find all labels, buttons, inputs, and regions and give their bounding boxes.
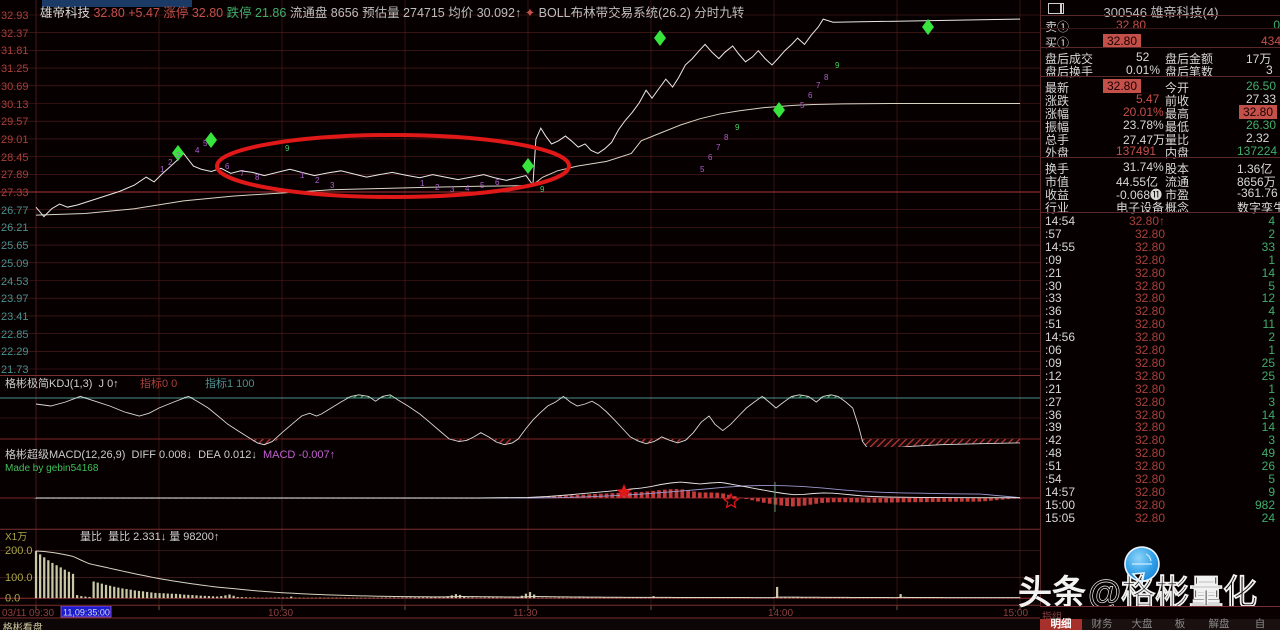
svg-text:9: 9 — [540, 185, 545, 194]
svg-text:6: 6 — [708, 153, 713, 162]
svg-text:3: 3 — [450, 185, 455, 194]
svg-text:8: 8 — [724, 133, 729, 142]
svg-text:9: 9 — [735, 123, 740, 132]
svg-text:4: 4 — [465, 184, 470, 193]
svg-text:8: 8 — [824, 73, 829, 82]
svg-text:5: 5 — [203, 139, 208, 148]
svg-text:2: 2 — [315, 176, 320, 185]
svg-text:3: 3 — [176, 151, 181, 160]
svg-text:Made by gebin54168: Made by gebin54168 — [5, 463, 99, 474]
svg-text:2: 2 — [435, 183, 440, 192]
svg-text:8: 8 — [255, 173, 260, 182]
svg-text:5: 5 — [800, 101, 805, 110]
svg-text:7: 7 — [240, 169, 245, 178]
svg-text:7: 7 — [716, 143, 721, 152]
svg-text:200.0: 200.0 — [5, 545, 33, 557]
svg-text:格彬极简KDJ(1,3) J 0↑: 格彬极简KDJ(1,3) J 0↑ — [5, 376, 119, 390]
svg-text:7: 7 — [816, 81, 821, 90]
svg-text:10:30: 10:30 — [268, 608, 293, 619]
svg-text:指标0 0: 指标0 0 — [140, 376, 177, 390]
svg-text:5: 5 — [700, 165, 705, 174]
svg-text:6: 6 — [495, 178, 500, 187]
svg-text:X1万: X1万 — [5, 532, 27, 543]
svg-text:11,09:35:00: 11,09:35:00 — [63, 608, 110, 618]
svg-text:100.0: 100.0 — [5, 572, 33, 584]
svg-text:1: 1 — [300, 171, 305, 180]
svg-text:3: 3 — [330, 181, 335, 190]
svg-text:0.0: 0.0 — [5, 593, 20, 605]
svg-text:指标1 100: 指标1 100 — [205, 376, 255, 390]
svg-text:14:00: 14:00 — [768, 608, 793, 619]
svg-text:5: 5 — [480, 181, 485, 190]
svg-text:9: 9 — [285, 144, 290, 153]
svg-text:格彬超级MACD(12,26,9) DIFF 0.008↓: 格彬超级MACD(12,26,9) DIFF 0.008↓ DEA 0.012↓… — [5, 447, 335, 461]
svg-text:4: 4 — [195, 146, 200, 155]
svg-text:6: 6 — [225, 162, 230, 171]
svg-text:9: 9 — [835, 61, 840, 70]
svg-text:1: 1 — [160, 165, 165, 174]
svg-text:6: 6 — [808, 91, 813, 100]
svg-text:量比 量比 2.331↓ 量 98200↑: 量比 量比 2.331↓ 量 98200↑ — [80, 530, 219, 543]
svg-text:2: 2 — [168, 158, 173, 167]
svg-text:11:30: 11:30 — [513, 608, 538, 619]
svg-text:1: 1 — [420, 179, 425, 188]
svg-text:03/11 09:30: 03/11 09:30 — [2, 608, 55, 619]
